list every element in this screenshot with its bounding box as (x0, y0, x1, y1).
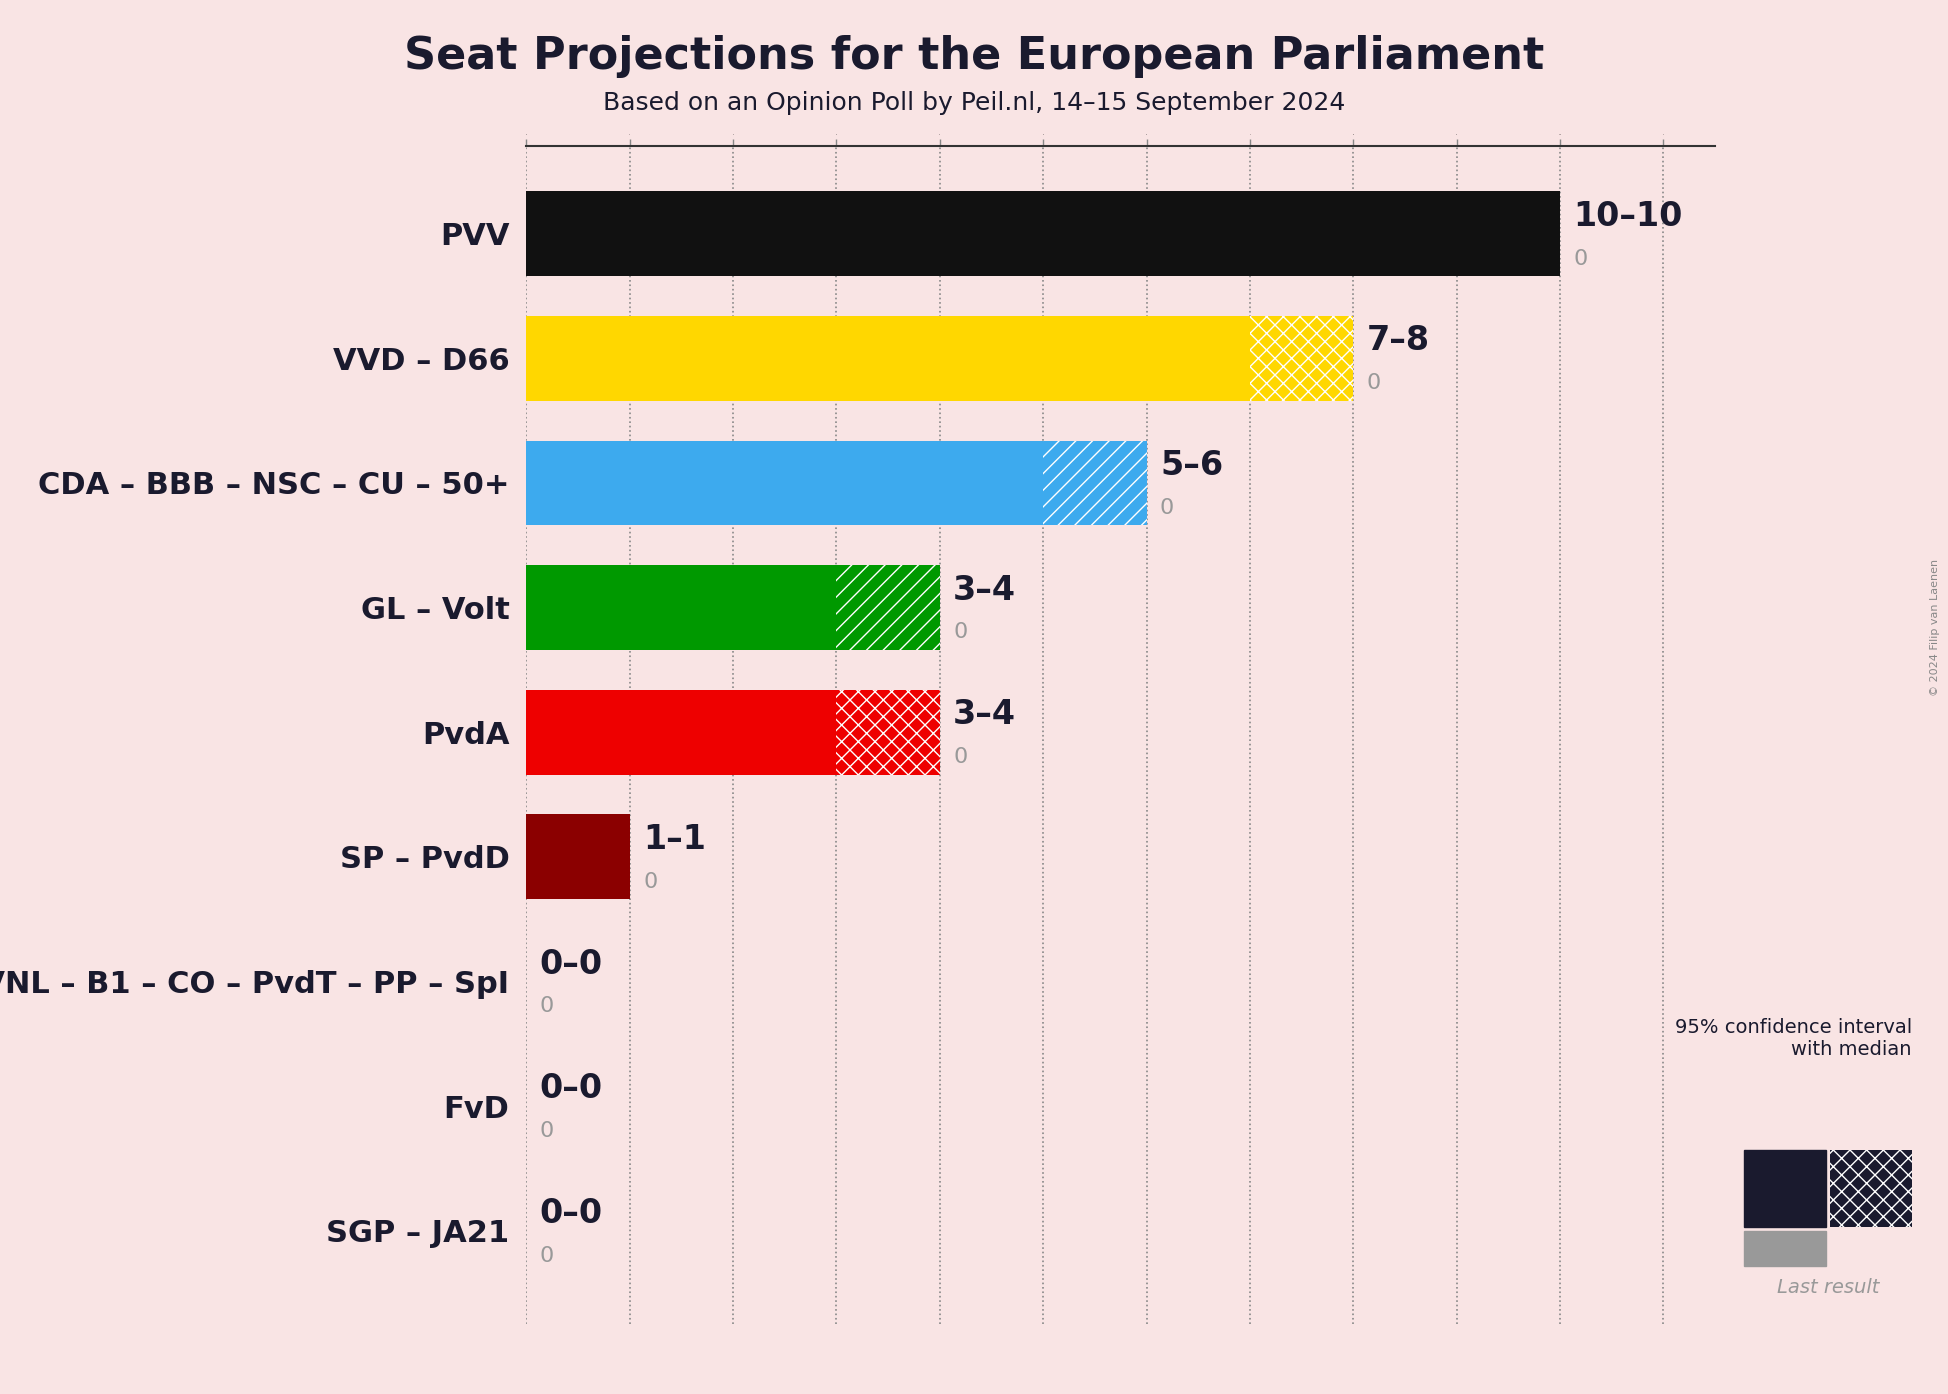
Bar (526, 316, 1249, 400)
Text: 0: 0 (540, 1121, 553, 1142)
Text: 3–4: 3–4 (953, 698, 1015, 732)
Text: 0: 0 (540, 997, 553, 1016)
Bar (526, 191, 1558, 276)
Text: 0: 0 (540, 1246, 553, 1266)
Bar (526, 441, 1042, 526)
Text: 3–4: 3–4 (953, 573, 1015, 606)
Text: 95% confidence interval
with median: 95% confidence interval with median (1673, 1019, 1911, 1059)
Bar (526, 565, 836, 650)
Bar (526, 814, 629, 899)
Text: 0–0: 0–0 (540, 948, 602, 980)
Text: © 2024 Filip van Laenen: © 2024 Filip van Laenen (1929, 559, 1940, 696)
Text: 0: 0 (643, 871, 656, 892)
Text: 0–0: 0–0 (540, 1197, 602, 1230)
Text: 0: 0 (953, 747, 966, 767)
Text: 0–0: 0–0 (540, 1072, 602, 1105)
Text: 1–1: 1–1 (643, 822, 705, 856)
Text: 10–10: 10–10 (1572, 199, 1681, 233)
Text: 0: 0 (1572, 248, 1588, 269)
Bar (836, 565, 939, 650)
Text: Seat Projections for the European Parliament: Seat Projections for the European Parlia… (403, 35, 1545, 78)
Bar (836, 690, 939, 775)
Text: 0: 0 (1159, 498, 1173, 517)
Text: 7–8: 7–8 (1366, 325, 1430, 357)
Text: 0: 0 (953, 623, 966, 643)
Text: Last result: Last result (1777, 1278, 1878, 1298)
Text: 0: 0 (1366, 374, 1381, 393)
Bar (1042, 441, 1145, 526)
Bar (526, 690, 836, 775)
Text: 5–6: 5–6 (1159, 449, 1223, 482)
Bar (1249, 316, 1352, 400)
Text: Based on an Opinion Poll by Peil.nl, 14–15 September 2024: Based on an Opinion Poll by Peil.nl, 14–… (604, 91, 1344, 114)
